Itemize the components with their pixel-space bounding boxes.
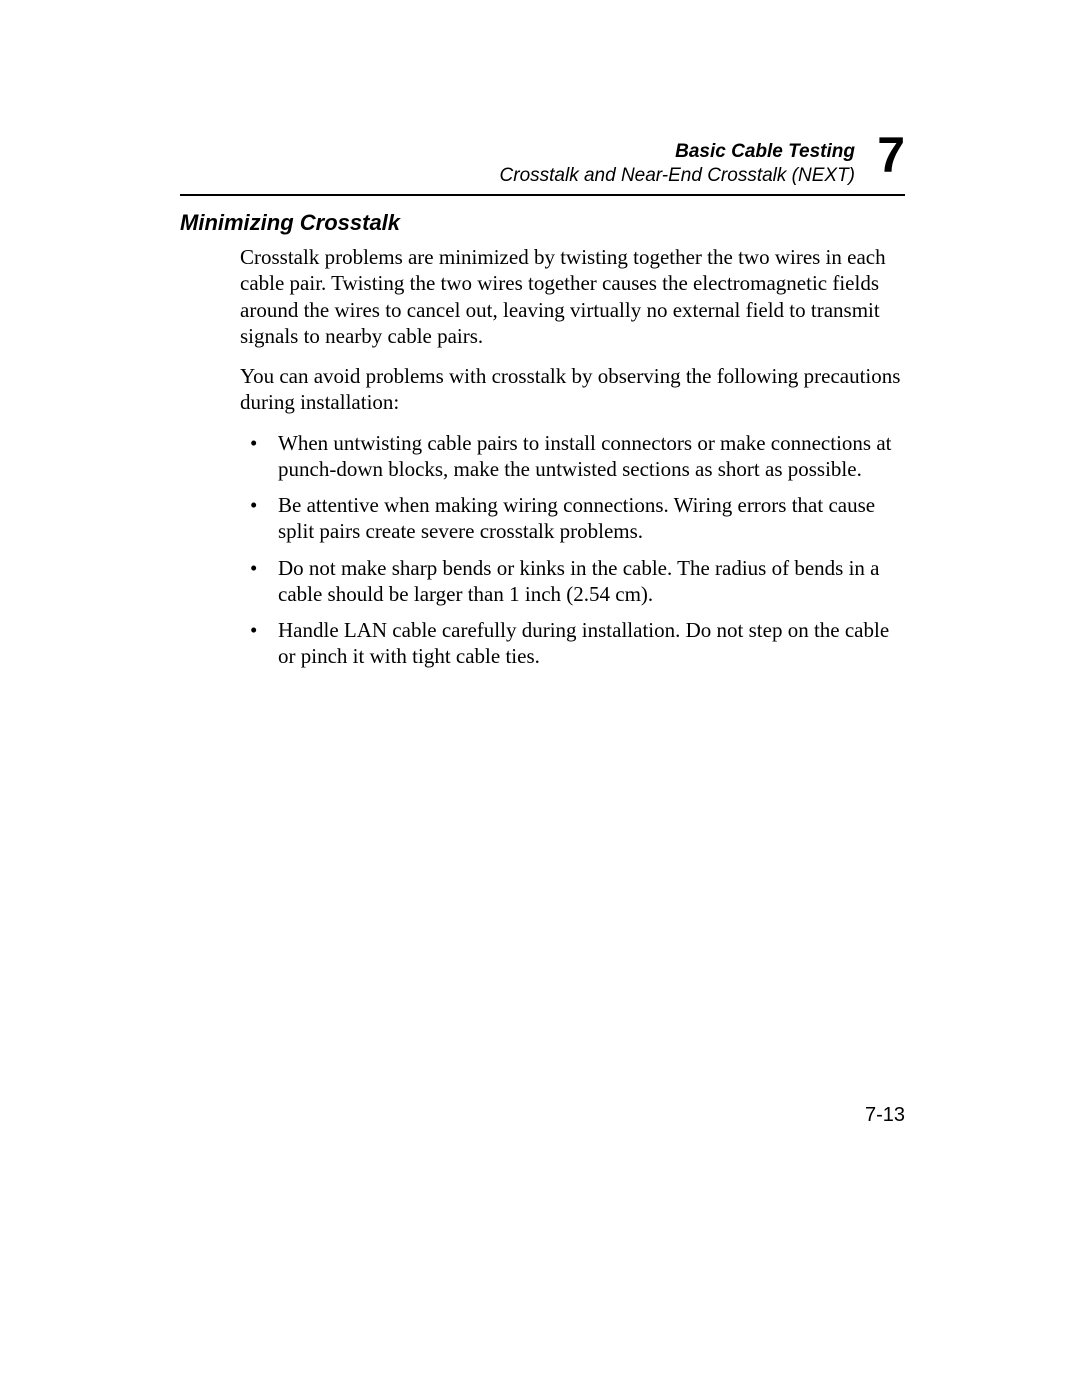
- body-text: Crosstalk problems are minimized by twis…: [240, 244, 905, 670]
- chapter-number: 7: [877, 130, 905, 180]
- section-path: Crosstalk and Near-End Crosstalk (NEXT): [500, 165, 855, 186]
- bullet-list: When untwisting cable pairs to install c…: [240, 430, 905, 670]
- header-rule: [180, 194, 905, 196]
- header-text-block: Basic Cable Testing Crosstalk and Near-E…: [180, 140, 905, 188]
- list-item: Handle LAN cable carefully during instal…: [240, 617, 905, 670]
- page-number: 7-13: [865, 1104, 905, 1127]
- content-area: Minimizing Crosstalk Crosstalk problems …: [180, 200, 905, 680]
- document-page: Basic Cable Testing Crosstalk and Near-E…: [0, 0, 1080, 1397]
- section-heading: Minimizing Crosstalk: [180, 210, 905, 236]
- page-header: Basic Cable Testing Crosstalk and Near-E…: [180, 140, 905, 196]
- paragraph: Crosstalk problems are minimized by twis…: [240, 244, 905, 349]
- paragraph: You can avoid problems with crosstalk by…: [240, 363, 905, 416]
- list-item: When untwisting cable pairs to install c…: [240, 430, 905, 483]
- chapter-title: Basic Cable Testing: [675, 141, 855, 162]
- list-item: Do not make sharp bends or kinks in the …: [240, 555, 905, 608]
- list-item: Be attentive when making wiring connecti…: [240, 492, 905, 545]
